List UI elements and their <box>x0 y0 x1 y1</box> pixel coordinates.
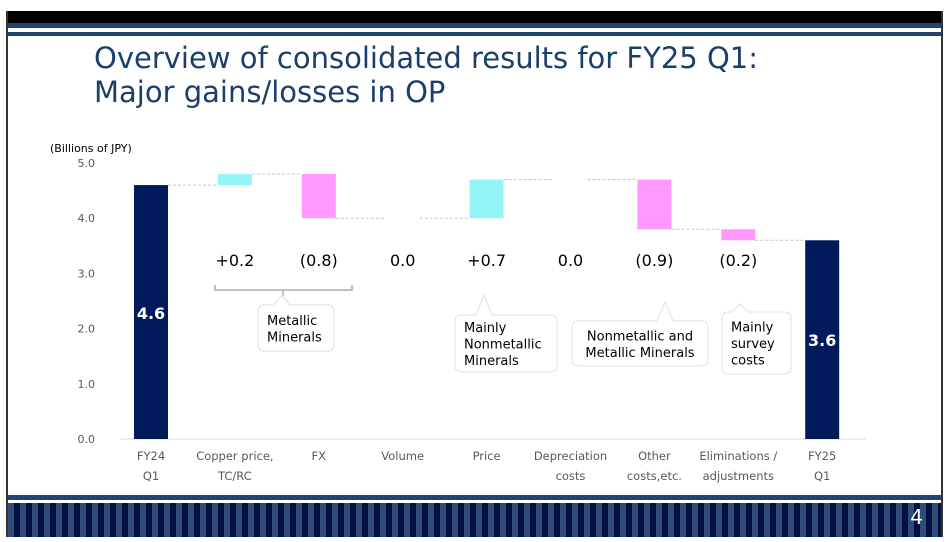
category-labels: FY24 Q1 Copper price, TC/RC FX Volume Price Dep… <box>137 449 836 483</box>
y-axis-unit-label: (Billions of JPY) <box>50 142 132 155</box>
callout-text: Mainly <box>731 321 774 336</box>
x-category-label-line2: costs <box>556 469 586 483</box>
page-number: 4 <box>910 505 923 529</box>
y-tick-label: 1.0 <box>78 378 96 391</box>
title-line-1: Overview of consolidated results for FY2… <box>94 41 758 75</box>
callout-text: Nonmetallic and <box>587 329 693 344</box>
delta-value-label: 0.0 <box>558 251 583 270</box>
bars <box>134 174 840 439</box>
x-category-label: FY25 <box>808 449 836 463</box>
x-category-label: FY24 <box>137 449 165 463</box>
x-category-label: Volume <box>381 449 424 463</box>
callout-text: Minerals <box>464 354 519 369</box>
callout-text: Mainly <box>464 321 507 336</box>
header-band-black <box>8 11 941 23</box>
y-tick-label: 0.0 <box>78 433 96 446</box>
decrease-bar <box>721 229 756 241</box>
decrease-bar <box>301 174 336 219</box>
delta-value-label: +0.7 <box>467 251 506 270</box>
callout-text: survey <box>731 337 775 352</box>
x-category-label: FX <box>312 449 327 463</box>
y-tick-label: 2.0 <box>78 323 96 336</box>
callouts: MetallicMineralsMainlyNonmetallicMineral… <box>214 285 792 375</box>
x-category-label: Other <box>638 449 671 463</box>
y-tick-label: 4.0 <box>78 212 96 225</box>
delta-value-label: +0.2 <box>215 251 254 270</box>
callout-text: Nonmetallic <box>464 338 542 353</box>
decrease-bar <box>637 179 672 230</box>
footer-stripes <box>8 503 941 537</box>
increase-bar <box>469 179 504 219</box>
y-axis-ticks: 0.0 1.0 2.0 3.0 4.0 5.0 <box>78 157 96 446</box>
bracket <box>214 285 353 297</box>
connectors <box>168 173 806 241</box>
delta-value-label: (0.9) <box>635 251 673 270</box>
delta-value-label: 0.0 <box>390 251 415 270</box>
total-value-label: 3.6 <box>808 331 836 350</box>
header-band-blue <box>8 23 941 28</box>
callout-nonmetallic-and-metallic: Nonmetallic and Metallic Minerals <box>571 300 709 367</box>
increase-bar <box>217 174 252 186</box>
y-tick-label: 5.0 <box>78 157 96 170</box>
x-category-label-line2: Q1 <box>814 469 830 483</box>
callout-box <box>454 293 558 373</box>
footer-band-blue <box>8 495 941 500</box>
slide-title: Overview of consolidated results for FY2… <box>94 41 758 109</box>
delta-labels: 4.6 +0.2 (0.8) 0.0 +0.7 0.0 (0.9) (0.2) 3.6 <box>137 251 837 350</box>
total-bar <box>134 185 168 439</box>
x-category-label: Price <box>473 449 501 463</box>
y-tick-label: 3.0 <box>78 267 96 280</box>
slide: Overview of consolidated results for FY2… <box>6 11 943 537</box>
callout-text: Metallic Minerals <box>585 346 694 361</box>
x-category-label-line2: costs,etc. <box>627 469 682 483</box>
total-bar <box>805 240 840 439</box>
callout-text: Minerals <box>267 330 322 345</box>
header-band-blue-thin <box>8 32 941 36</box>
callout-text: costs <box>731 354 765 369</box>
callout-box <box>257 294 335 352</box>
callout-text: Metallic <box>267 314 317 329</box>
x-category-label: Copper price, <box>196 449 273 463</box>
x-category-label-line2: adjustments <box>703 469 774 483</box>
x-category-label-line2: Q1 <box>143 469 159 483</box>
x-category-label-line2: TC/RC <box>217 469 252 483</box>
title-line-2: Major gains/losses in OP <box>94 75 446 109</box>
delta-value-label: (0.8) <box>300 251 338 270</box>
callout-box <box>721 303 792 375</box>
callout-box <box>571 300 709 367</box>
delta-value-label: (0.2) <box>719 251 757 270</box>
x-category-label: Depreciation <box>534 449 607 463</box>
x-category-label: Eliminations / <box>699 449 777 463</box>
total-value-label: 4.6 <box>137 304 165 323</box>
